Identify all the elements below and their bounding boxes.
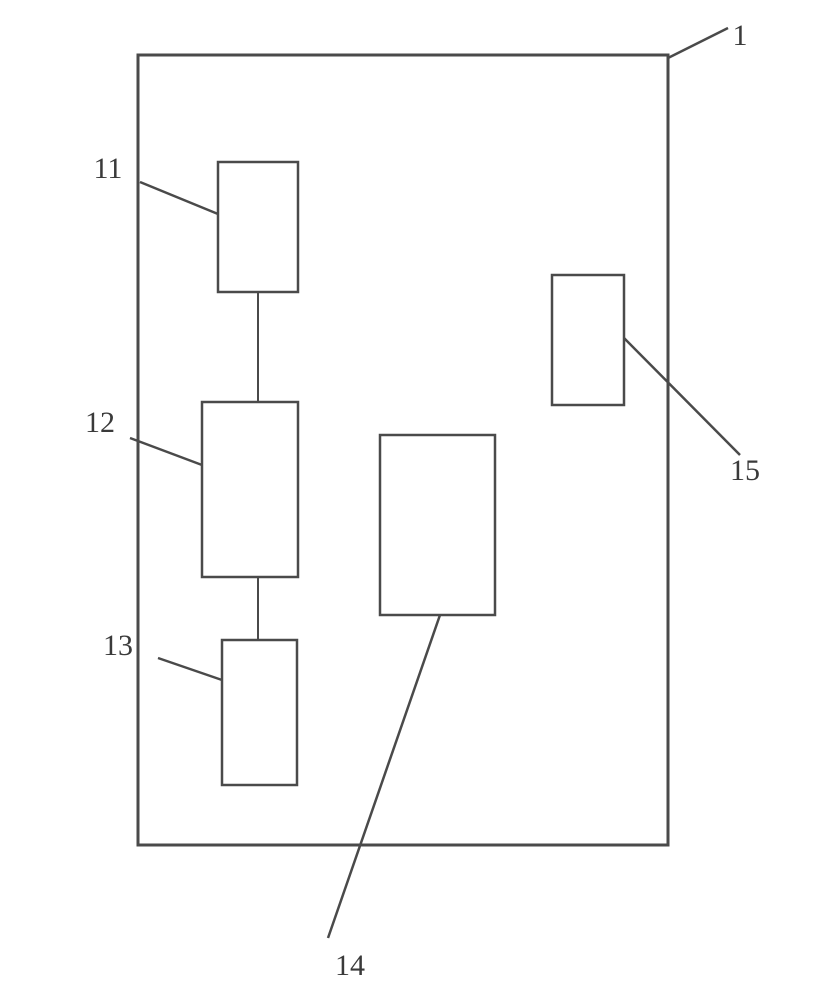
leader-line-13 xyxy=(158,658,222,680)
label-1: 1 xyxy=(733,19,748,52)
label-11: 11 xyxy=(94,152,123,185)
block-b14 xyxy=(380,435,495,615)
leader-line-1 xyxy=(668,28,728,58)
leader-line-11 xyxy=(140,182,218,214)
label-15: 15 xyxy=(730,454,760,487)
block-b11 xyxy=(218,162,298,292)
diagram-svg: 11112131415 xyxy=(0,0,814,1000)
leader-line-12 xyxy=(130,438,202,465)
label-12: 12 xyxy=(85,406,115,439)
label-14: 14 xyxy=(335,949,365,982)
leader-line-14 xyxy=(328,615,440,938)
block-b15 xyxy=(552,275,624,405)
block-b13 xyxy=(222,640,297,785)
leader-line-15 xyxy=(624,338,740,455)
label-13: 13 xyxy=(103,629,133,662)
block-b12 xyxy=(202,402,298,577)
